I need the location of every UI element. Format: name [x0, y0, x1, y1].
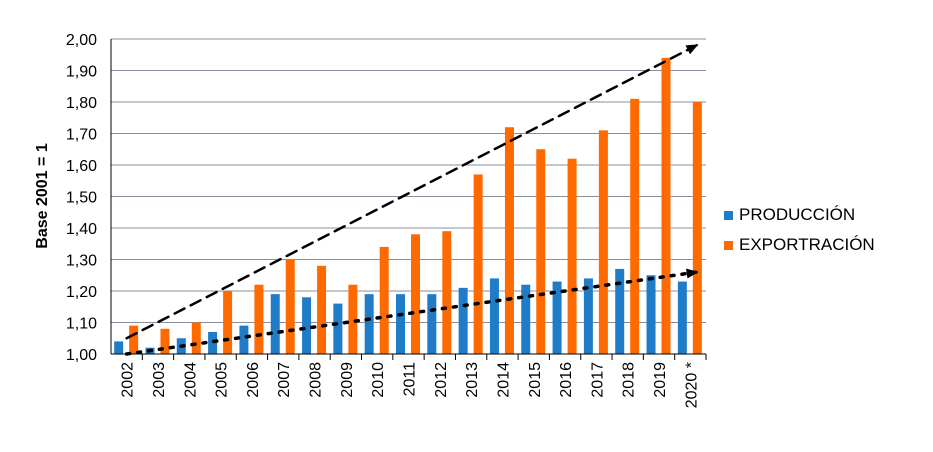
- x-tick-label: 2014: [495, 362, 512, 398]
- x-tick-label: 2003: [151, 362, 168, 398]
- bar-exportacion: [630, 98, 640, 354]
- bar-produccion: [239, 325, 249, 354]
- x-tick-label: 2016: [558, 362, 575, 398]
- legend-label-exportacion: EXPORTRACIÓN: [739, 235, 875, 254]
- bar-exportacion: [379, 246, 389, 354]
- bar-exportacion: [129, 325, 139, 354]
- bars: [114, 57, 702, 355]
- x-tick-label: 2018: [621, 362, 638, 398]
- x-tick-label: 2002: [120, 362, 137, 398]
- y-tick-label: 1,90: [66, 64, 97, 81]
- bar-exportacion: [254, 284, 264, 354]
- bar-produccion: [615, 268, 625, 354]
- bar-exportacion: [692, 102, 702, 354]
- y-tick-labels: 1,00 1,10 1,20 1,30 1,40 1,50 1,60 1,70 1,80 1,90…: [66, 32, 97, 364]
- bar-produccion: [208, 331, 218, 354]
- x-tick-label: 2012: [433, 362, 450, 398]
- bar-exportacion: [567, 158, 577, 354]
- x-tick-labels: 2002 2003 2004 2005 2006 2007 2008 2009 2010 2011…: [120, 362, 701, 408]
- x-tick-label: 2006: [245, 362, 262, 398]
- y-tick-label: 2,00: [66, 32, 97, 49]
- y-tick-label: 1,30: [66, 253, 97, 270]
- x-tick-label: 2010: [370, 362, 387, 398]
- bar-exportacion: [504, 127, 514, 354]
- y-tick-label: 1,20: [66, 284, 97, 301]
- bar-produccion: [427, 294, 437, 354]
- legend-item-produccion: PRODUCCIÓN: [724, 200, 875, 230]
- y-tick-label: 1,00: [66, 347, 97, 364]
- trend-lines: [124, 44, 699, 356]
- x-tick-label: 2013: [464, 362, 481, 398]
- bar-exportacion: [348, 284, 358, 354]
- x-tick-label: 2008: [308, 362, 325, 398]
- y-tick-label: 1,70: [66, 127, 97, 144]
- bar-exportacion: [536, 149, 546, 354]
- y-tick-label: 1,50: [66, 190, 97, 207]
- y-tick-label: 1,60: [66, 158, 97, 175]
- axes: [110, 39, 707, 360]
- x-tick-label: 2005: [214, 362, 231, 398]
- y-axis-label: Base 2001 = 1: [34, 143, 51, 249]
- legend-swatch-produccion: [724, 210, 733, 220]
- bar-produccion: [458, 287, 468, 354]
- bar-produccion: [270, 294, 280, 354]
- bar-produccion: [521, 284, 531, 354]
- x-tick-label: 2020 *: [683, 362, 700, 408]
- bar-exportacion: [223, 291, 233, 354]
- bar-exportacion: [191, 322, 201, 354]
- x-tick-label: 2004: [182, 362, 199, 398]
- y-tick-label: 1,40: [66, 221, 97, 238]
- bar-produccion: [114, 341, 124, 354]
- bar-produccion: [489, 278, 499, 354]
- grid-lines: [111, 38, 706, 323]
- bar-exportacion: [285, 259, 295, 354]
- trend-line-exportacion: [125, 44, 699, 340]
- bar-exportacion: [160, 328, 170, 354]
- bar-produccion: [302, 297, 312, 354]
- x-tick-label: 2015: [527, 362, 544, 398]
- bar-produccion: [583, 278, 593, 354]
- bar-exportacion: [442, 231, 452, 354]
- x-tick-label: 2007: [276, 362, 293, 398]
- y-tick-label: 1,80: [66, 95, 97, 112]
- bar-produccion: [333, 303, 343, 354]
- bar-exportacion: [473, 174, 483, 354]
- bar-produccion: [677, 281, 687, 354]
- x-tick-label: 2019: [652, 362, 669, 398]
- y-tick-label: 1,10: [66, 316, 97, 333]
- bar-produccion: [552, 281, 562, 354]
- x-tick-label: 2009: [339, 362, 356, 398]
- legend: PRODUCCIÓN EXPORTRACIÓN: [724, 200, 875, 260]
- x-tick-label: 2011: [402, 362, 419, 397]
- bar-exportacion: [317, 265, 327, 354]
- bar-exportacion: [661, 57, 671, 355]
- bar-produccion: [396, 294, 405, 354]
- bar-exportacion: [411, 234, 420, 354]
- x-tick-label: 2017: [589, 362, 606, 398]
- legend-item-exportacion: EXPORTRACIÓN: [724, 230, 875, 260]
- bar-exportacion: [598, 130, 608, 354]
- bar-produccion: [364, 294, 374, 354]
- bar-produccion: [646, 275, 656, 354]
- legend-swatch-exportacion: [724, 240, 733, 250]
- legend-label-produccion: PRODUCCIÓN: [739, 205, 856, 224]
- trend-line-produccion: [124, 268, 699, 356]
